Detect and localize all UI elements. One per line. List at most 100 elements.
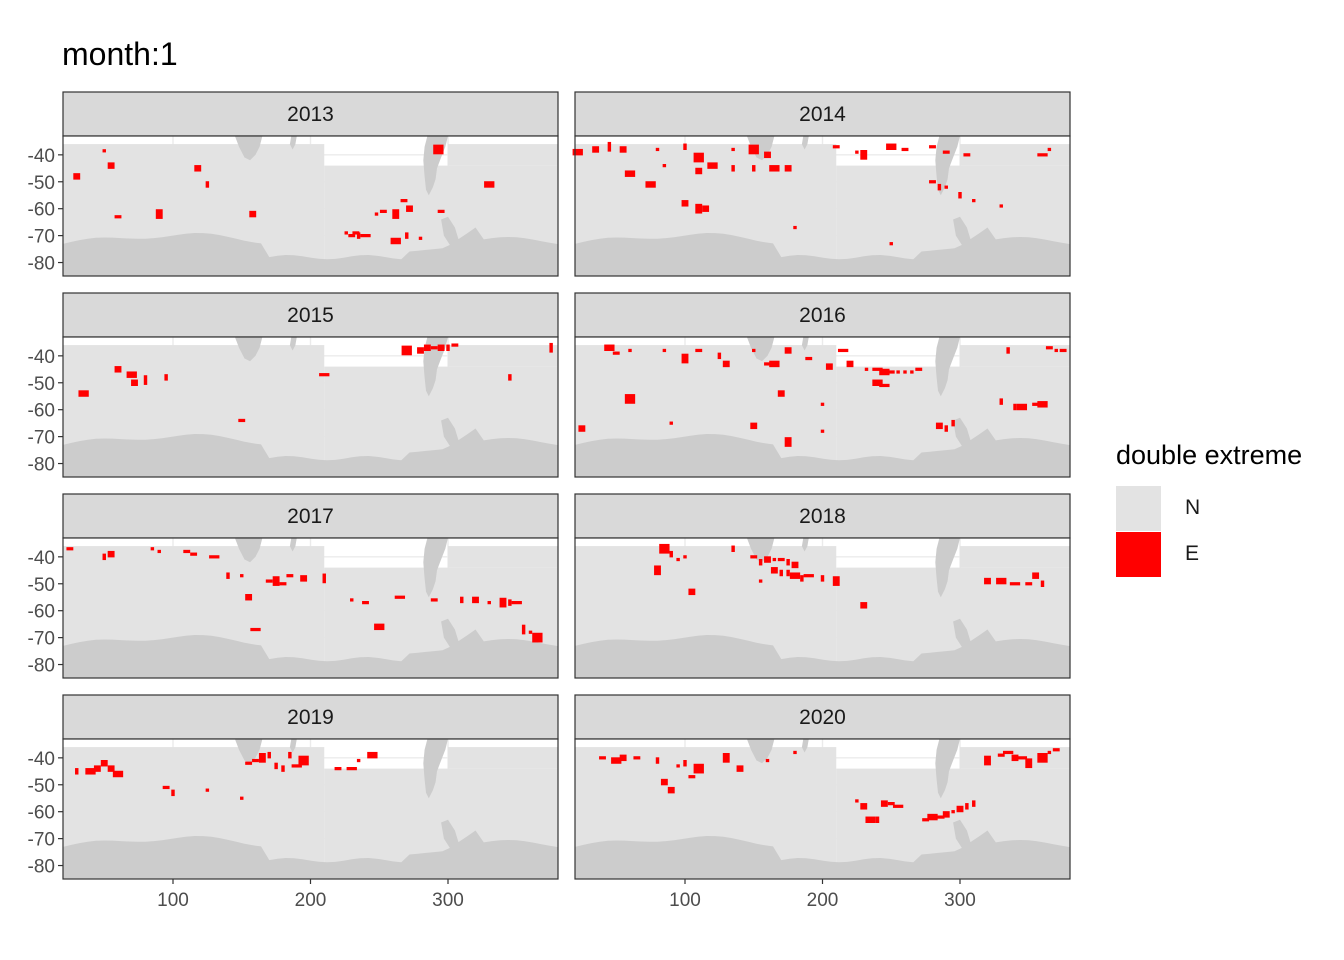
extreme-cell-2020-1 bbox=[611, 757, 622, 764]
extreme-cell-2016-36 bbox=[1016, 403, 1028, 411]
facet-label-2013: 2013 bbox=[287, 103, 334, 126]
extreme-cell-2013-15 bbox=[405, 232, 409, 239]
extreme-cell-2016-37 bbox=[1032, 402, 1040, 406]
legend-item-n: N bbox=[1116, 485, 1302, 531]
extreme-cell-2014-31 bbox=[937, 183, 942, 191]
extreme-cell-2018-9 bbox=[772, 557, 777, 562]
extreme-cell-2020-36 bbox=[1052, 748, 1060, 752]
extreme-cell-2015-14 bbox=[319, 373, 330, 377]
legend-key-e bbox=[1116, 531, 1161, 577]
y-tick-label-2019-2: -60 bbox=[28, 803, 55, 824]
extreme-cell-2015-11 bbox=[164, 374, 168, 381]
extreme-cell-2020-20 bbox=[922, 818, 930, 822]
facet-2015: 2015 -40 -50 -60 -70 -80 bbox=[28, 292, 559, 478]
extreme-cell-2018-28 bbox=[1040, 580, 1045, 587]
extreme-cell-2016-11 bbox=[784, 347, 792, 354]
y-tick-label-2019-3: -70 bbox=[28, 830, 55, 851]
x-tick-label-2020-0: 100 bbox=[669, 890, 701, 911]
extreme-cell-2018-17 bbox=[800, 575, 804, 582]
extreme-cell-2016-2 bbox=[628, 348, 632, 353]
extreme-cell-2017-4 bbox=[183, 549, 191, 554]
extreme-cell-2016-22 bbox=[910, 370, 914, 374]
extreme-cell-2017-10 bbox=[279, 582, 287, 586]
extreme-cell-2019-12 bbox=[258, 753, 266, 763]
extreme-cell-2017-6 bbox=[209, 555, 220, 559]
tasmania-land-2013 bbox=[289, 136, 297, 150]
extreme-cell-2020-21 bbox=[927, 813, 938, 821]
extreme-cell-2018-27 bbox=[1032, 572, 1040, 579]
ocean-normal-east-2016 bbox=[960, 345, 1070, 367]
extreme-cell-2016-24 bbox=[872, 379, 883, 386]
south-america-land-2015 bbox=[423, 337, 448, 397]
extreme-cell-2017-20 bbox=[460, 596, 464, 604]
tasmania-land-2019 bbox=[289, 739, 297, 753]
extreme-cell-2014-28 bbox=[695, 203, 703, 214]
facet-2018: 2018 bbox=[574, 493, 1071, 679]
extreme-cell-2017-8 bbox=[265, 579, 273, 583]
extreme-cell-2020-2 bbox=[619, 754, 627, 762]
y-tick-label-2017-3: -70 bbox=[28, 629, 55, 650]
y-tick-label-2017-1: -50 bbox=[28, 575, 55, 596]
extreme-cell-2020-10 bbox=[736, 765, 744, 772]
facet-label-2014: 2014 bbox=[799, 103, 846, 126]
extreme-cell-2019-22 bbox=[367, 751, 378, 759]
facet-strip-2018 bbox=[574, 493, 1071, 539]
peninsula-land-2017 bbox=[441, 618, 459, 649]
australia-nz-land-2017 bbox=[234, 538, 263, 563]
extreme-cell-2020-4 bbox=[655, 757, 660, 764]
extreme-cell-2016-28 bbox=[624, 394, 636, 404]
facet-strip-2020 bbox=[574, 694, 1071, 740]
panel-border-2017 bbox=[62, 537, 559, 679]
extreme-cell-2020-26 bbox=[965, 803, 969, 810]
extreme-cell-2019-20 bbox=[346, 767, 357, 771]
extreme-cell-2020-23 bbox=[942, 811, 950, 818]
extreme-cell-2017-25 bbox=[511, 601, 522, 605]
extreme-cell-2020-13 bbox=[855, 799, 859, 803]
extreme-cell-2020-33 bbox=[1025, 758, 1033, 769]
extreme-cell-2016-21 bbox=[903, 370, 907, 374]
extreme-cell-2020-19 bbox=[892, 804, 904, 808]
ocean-normal-east-2013 bbox=[448, 144, 558, 166]
extreme-cell-2018-23 bbox=[984, 577, 991, 585]
extreme-cell-2013-14 bbox=[390, 237, 401, 245]
antarctica-land-2017 bbox=[63, 629, 558, 678]
extreme-cell-2019-3 bbox=[100, 760, 108, 767]
legend-item-e: E bbox=[1116, 531, 1302, 577]
extreme-cell-2014-25 bbox=[769, 165, 780, 172]
ocean-normal-east-2019 bbox=[448, 747, 558, 769]
extreme-cell-2014-17 bbox=[963, 153, 971, 157]
y-tick-label-2013-1: -50 bbox=[28, 173, 55, 194]
extreme-cell-2018-16 bbox=[789, 572, 801, 579]
extreme-cell-2017-16 bbox=[350, 598, 354, 602]
extreme-cell-2018-26 bbox=[1025, 582, 1033, 586]
legend-key-n bbox=[1116, 485, 1161, 531]
peninsula-land-2015 bbox=[441, 417, 459, 448]
extreme-cell-2013-19 bbox=[437, 209, 445, 213]
extreme-cell-2014-3 bbox=[619, 146, 627, 153]
extreme-cell-2017-11 bbox=[286, 574, 294, 578]
extreme-cell-2015-3 bbox=[430, 346, 438, 350]
peninsula-land-2019 bbox=[441, 819, 459, 850]
extreme-cell-2014-6 bbox=[693, 152, 704, 163]
extreme-cell-2018-2 bbox=[676, 557, 680, 562]
extreme-cell-2016-39 bbox=[1054, 348, 1058, 353]
extreme-cell-2016-23 bbox=[915, 367, 923, 371]
extreme-cell-2016-42 bbox=[820, 429, 825, 433]
facet-strip-2014 bbox=[574, 91, 1071, 137]
y-tick-label-2013-4: -80 bbox=[28, 254, 55, 275]
extreme-cell-2016-17 bbox=[872, 367, 883, 371]
extreme-cell-2016-38 bbox=[1037, 401, 1048, 408]
extreme-cell-2017-1 bbox=[107, 550, 115, 558]
extreme-cell-2014-4 bbox=[655, 147, 660, 152]
y-tick-label-2015-4: -80 bbox=[28, 455, 55, 476]
extreme-cell-2020-6 bbox=[683, 760, 687, 767]
extreme-cell-2014-0 bbox=[572, 148, 583, 156]
extreme-cell-2016-44 bbox=[578, 425, 586, 432]
x-tick-label-2019-2: 300 bbox=[432, 890, 464, 911]
facet-strip-2015 bbox=[62, 292, 559, 338]
facet-2019: 2019 -40 -50 -60 -70 -80 100 200 300 bbox=[28, 694, 559, 911]
peninsula-land-2013 bbox=[441, 216, 459, 247]
extreme-cell-2013-4 bbox=[205, 181, 210, 188]
extreme-cell-2018-4 bbox=[654, 565, 661, 576]
